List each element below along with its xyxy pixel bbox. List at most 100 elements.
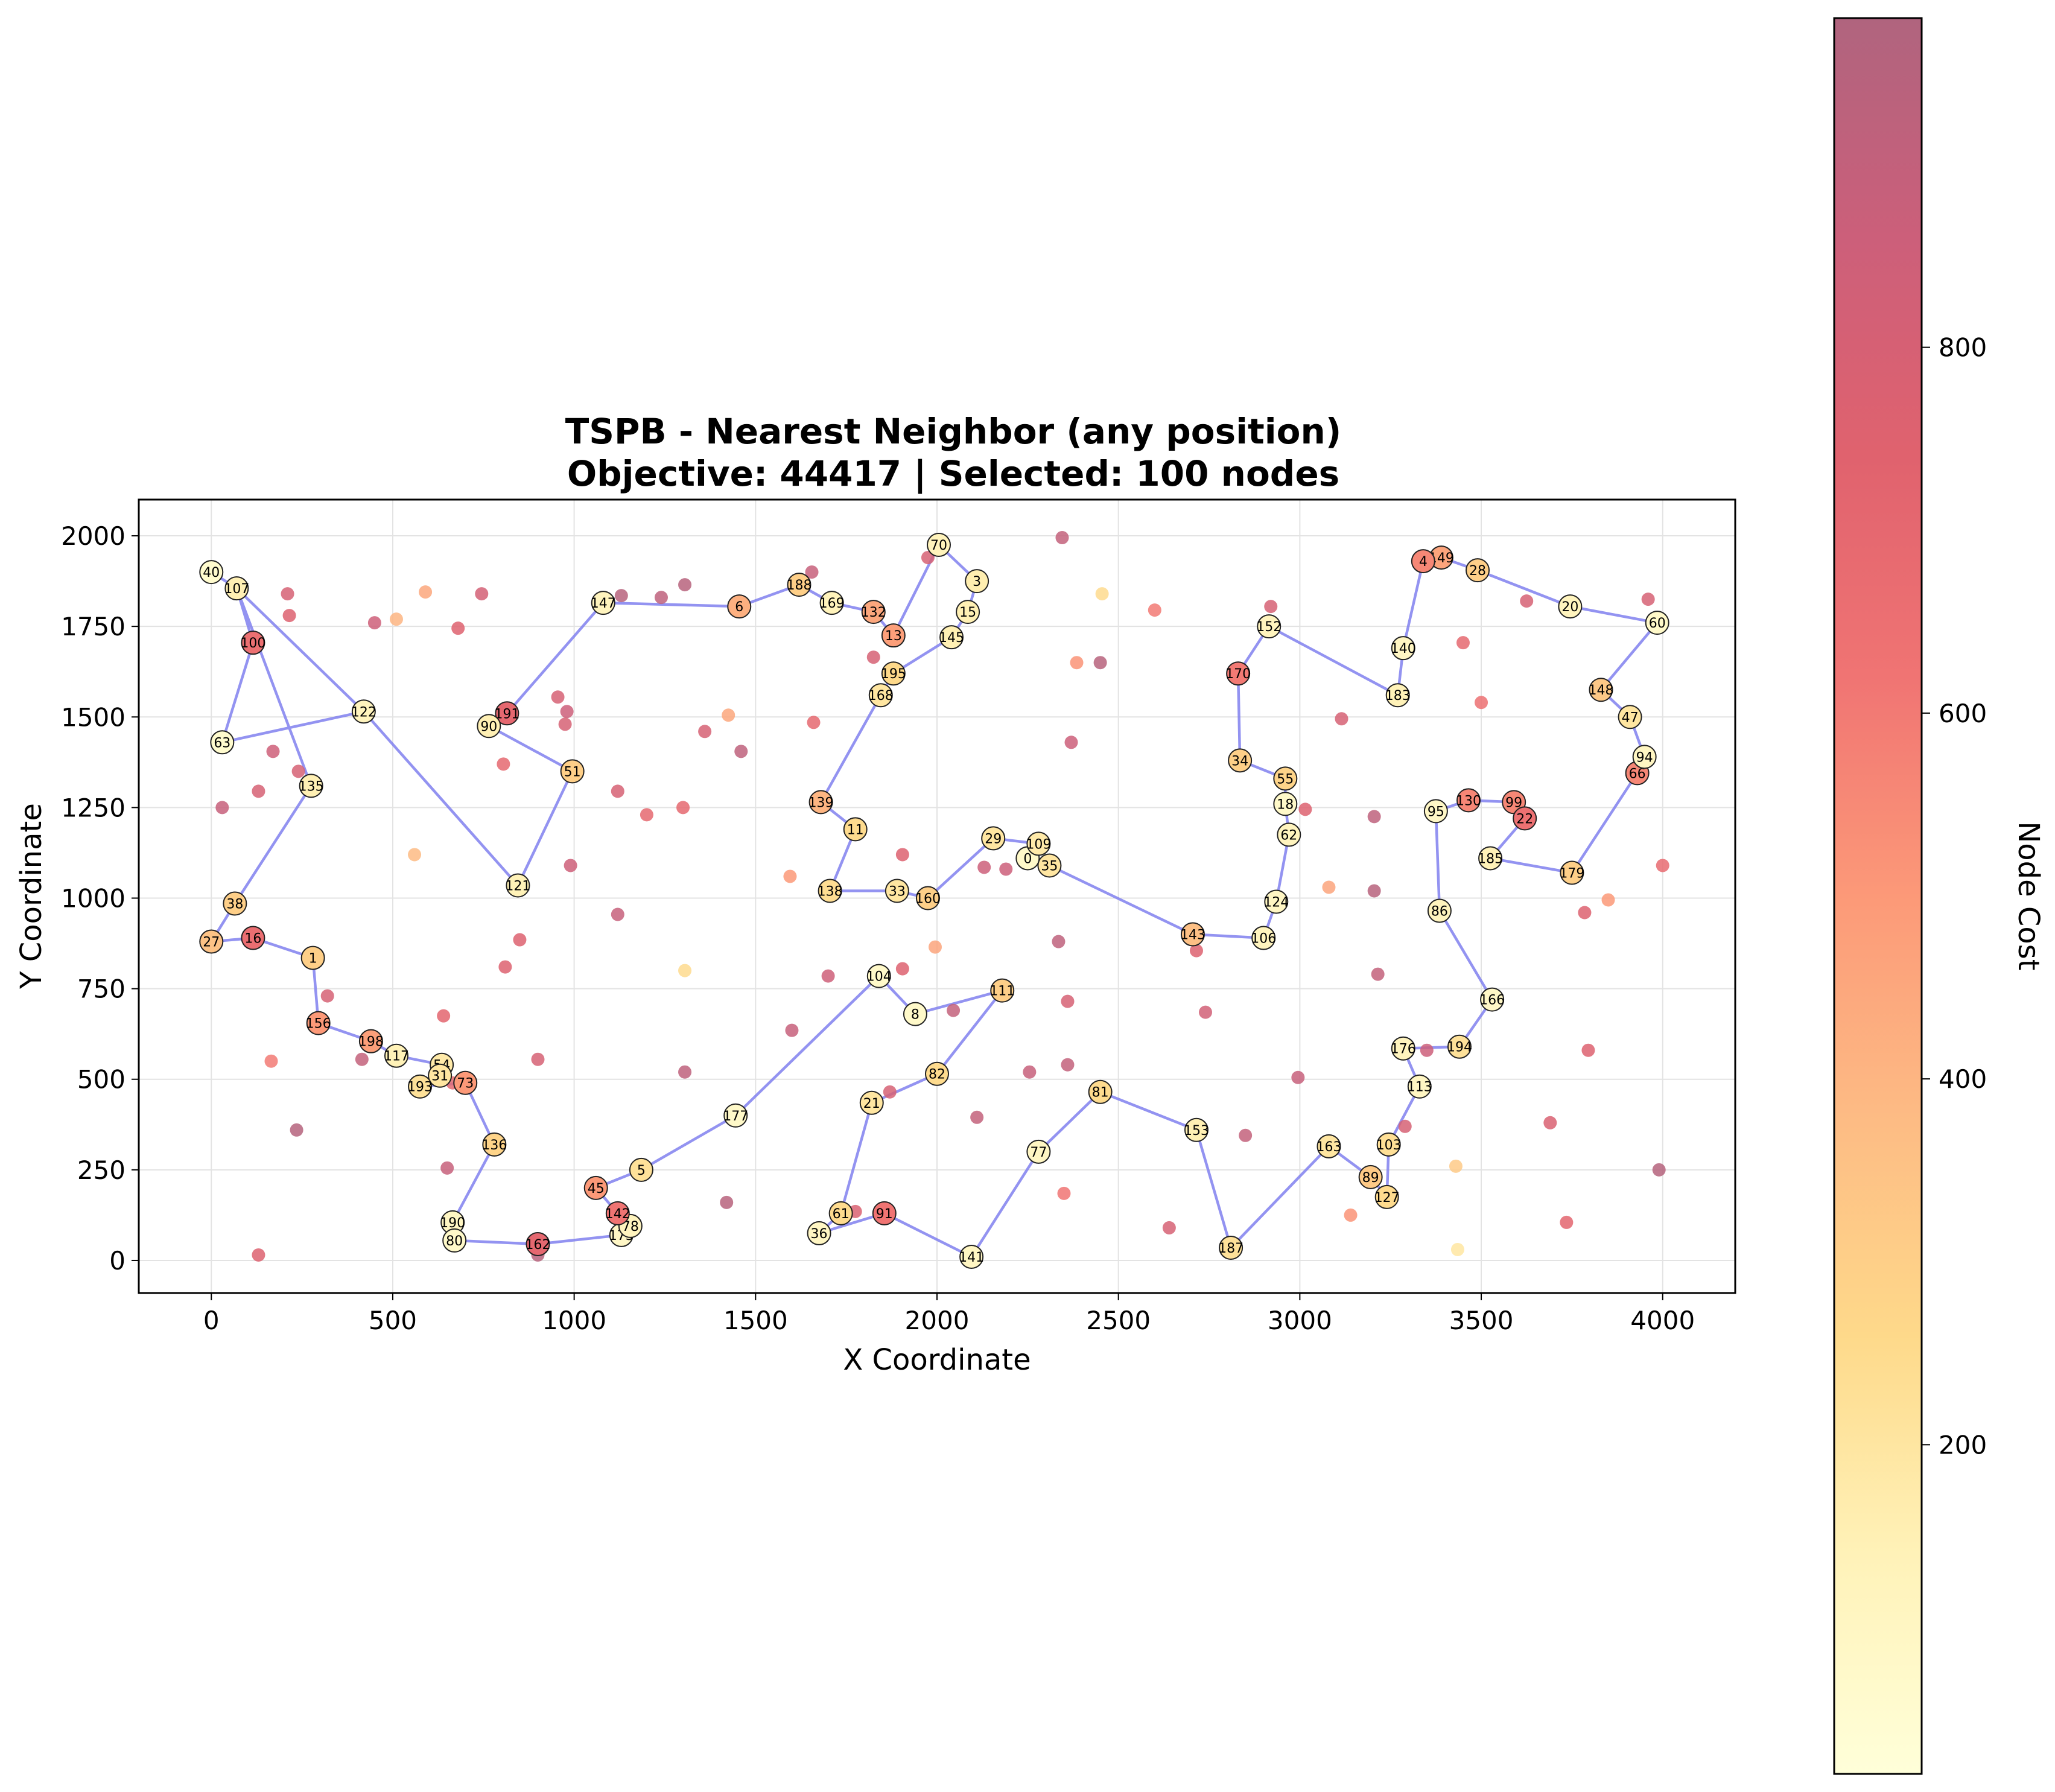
unselected-node [640,808,653,822]
unselected-node [807,716,821,729]
node-label: 80 [446,1234,463,1249]
unselected-node [1070,656,1084,670]
unselected-node [252,1248,265,1262]
selected-node [990,978,1015,1003]
node-label: 177 [723,1109,748,1124]
node-label: 3 [973,574,981,589]
unselected-node [451,621,465,635]
selected-node [384,1043,408,1068]
selected-node [881,661,906,686]
unselected-node [498,960,512,974]
unselected-node [1456,636,1470,650]
node-label: 194 [1447,1040,1472,1055]
x-tick-label: 1500 [723,1306,788,1335]
selected-node [1560,860,1584,885]
selected-node [1589,678,1613,702]
selected-node [591,591,615,615]
unselected-node [1061,994,1075,1008]
selected-node [1180,922,1205,947]
unselected-node [883,1085,897,1099]
node-label: 152 [1256,620,1282,635]
unselected-node [1322,880,1336,894]
unselected-node [320,989,334,1003]
x-tick-label: 1000 [542,1306,606,1335]
node-label: 89 [1362,1171,1379,1186]
selected-node [199,929,224,954]
node-label: 6 [735,600,743,615]
node-label: 135 [299,779,324,794]
node-label: 187 [1218,1241,1243,1256]
selected-node [1618,705,1642,729]
selected-node [868,683,893,708]
unselected-node [1148,603,1161,617]
unselected-node [497,757,510,771]
unselected-node [1398,1119,1412,1133]
selected-node [808,790,833,815]
selected-node [872,1201,897,1225]
x-tick-label: 3500 [1449,1306,1514,1335]
selected-node [583,1175,608,1200]
selected-node [1513,806,1537,831]
node-label: 61 [833,1207,850,1222]
node-label: 94 [1636,750,1653,765]
unselected-node [282,609,296,623]
unselected-node [1652,1163,1666,1177]
node-label: 27 [203,935,220,950]
selected-node [1088,1079,1113,1104]
node-label: 176 [1391,1042,1416,1057]
unselected-node [408,848,422,862]
unselected-node [1656,859,1669,872]
selected-node [819,591,844,615]
selected-node [828,1201,853,1225]
selected-node [526,1231,550,1256]
selected-node [1277,822,1301,847]
node-label: 107 [224,582,249,597]
node-label: 21 [863,1096,880,1111]
selected-node [1645,611,1669,635]
selected-node [442,1228,467,1253]
chart-subtitle: Objective: 44417 | Selected: 100 nodes [567,453,1339,494]
unselected-node [805,565,819,579]
node-label: 70 [930,538,947,553]
unselected-node [281,587,294,601]
selected-node [1273,766,1298,791]
unselected-node [895,848,909,862]
unselected-node [266,745,280,758]
x-tick-label: 2000 [905,1306,970,1335]
unselected-node [977,860,991,874]
y-tick-label: 1500 [61,702,125,732]
colorbar-ticks: 200 400 600 800 [1922,333,1987,1460]
y-tick-label: 2000 [61,521,125,551]
unselected-node [1055,531,1069,545]
node-label: 73 [457,1076,474,1091]
node-label: 168 [868,688,894,704]
node-label: 36 [811,1227,828,1242]
node-label: 153 [1184,1123,1209,1139]
node-label: 132 [861,605,886,620]
unselected-node [928,940,942,954]
selected-node [241,631,265,655]
node-label: 5 [637,1163,646,1178]
colorbar [1833,17,1923,1775]
x-tick-label: 0 [203,1306,220,1335]
unselected-node [678,1065,692,1079]
node-label: 122 [351,705,376,720]
unselected-node [947,1003,961,1017]
x-tick-label: 3000 [1268,1306,1332,1335]
unselected-node [1093,656,1107,670]
unselected-node [1052,935,1066,948]
node-label: 11 [847,822,864,837]
node-label: 47 [1622,710,1639,725]
node-label: 193 [407,1080,433,1095]
y-tick-label: 1000 [61,884,125,913]
selected-node [1026,1139,1051,1164]
selected-node [1385,683,1410,708]
y-ticks: 0 250 500 750 1000 1250 1500 1750 2000 [61,521,139,1276]
node-label: 109 [1026,837,1051,852]
node-label: 127 [1374,1190,1400,1206]
node-label: 31 [431,1069,448,1084]
x-tick-label: 4000 [1630,1306,1695,1335]
unselected-node [614,589,628,603]
unselected-node [1543,1116,1557,1130]
unselected-node [783,869,797,883]
